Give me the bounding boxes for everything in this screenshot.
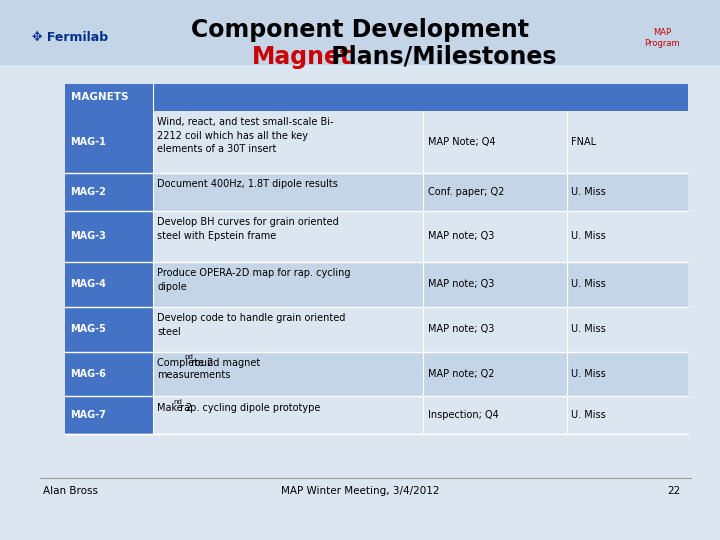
Text: Complete 2: Complete 2: [157, 358, 214, 368]
Text: U. Miss: U. Miss: [571, 369, 606, 379]
Bar: [153, 211, 688, 262]
Bar: [65, 262, 153, 307]
Text: U. Miss: U. Miss: [571, 279, 606, 289]
Text: MAG-4: MAG-4: [70, 279, 106, 289]
Text: MAP
Program: MAP Program: [644, 28, 680, 48]
Text: Develop code to handle grain oriented
steel: Develop code to handle grain oriented st…: [157, 313, 346, 337]
Text: Make 2: Make 2: [157, 403, 192, 413]
Bar: [153, 173, 688, 211]
Text: measurements: measurements: [157, 370, 230, 380]
Bar: [65, 111, 153, 173]
Bar: [153, 307, 688, 352]
Text: Component Development: Component Development: [191, 18, 529, 42]
Text: MAG-1: MAG-1: [70, 137, 106, 147]
Text: MAP Winter Meeting, 3/4/2012: MAP Winter Meeting, 3/4/2012: [281, 487, 439, 496]
Text: Wind, react, and test small-scale Bi-
2212 coil which has all the key
elements o: Wind, react, and test small-scale Bi- 22…: [157, 117, 333, 154]
Bar: [65, 211, 153, 262]
Text: rap. cycling dipole prototype: rap. cycling dipole prototype: [177, 403, 321, 413]
Text: MAP Note; Q4: MAP Note; Q4: [428, 137, 495, 147]
Text: Magnet: Magnet: [252, 45, 352, 69]
Text: U. Miss: U. Miss: [571, 187, 606, 197]
Text: U. Miss: U. Miss: [571, 231, 606, 241]
Text: Document 400Hz, 1.8T dipole results: Document 400Hz, 1.8T dipole results: [157, 179, 338, 190]
Text: nd: nd: [174, 399, 182, 404]
Text: Plans/Milestones: Plans/Milestones: [323, 45, 556, 69]
Bar: [65, 396, 153, 434]
Text: MAP note; Q3: MAP note; Q3: [428, 324, 494, 334]
Text: round magnet: round magnet: [188, 358, 261, 368]
Text: Produce OPERA-2D map for rap. cycling
dipole: Produce OPERA-2D map for rap. cycling di…: [157, 268, 351, 292]
Text: MAG-3: MAG-3: [70, 231, 106, 241]
Text: Develop BH curves for grain oriented
steel with Epstein frame: Develop BH curves for grain oriented ste…: [157, 217, 339, 241]
Text: MAP note; Q3: MAP note; Q3: [428, 231, 494, 241]
Text: ✥ Fermilab: ✥ Fermilab: [32, 31, 109, 44]
Text: MAG-6: MAG-6: [70, 369, 106, 379]
Text: 22: 22: [667, 487, 680, 496]
Bar: [65, 352, 153, 396]
Text: Conf. paper; Q2: Conf. paper; Q2: [428, 187, 504, 197]
Text: MAP note; Q2: MAP note; Q2: [428, 369, 495, 379]
Bar: [153, 396, 688, 434]
Text: MAG-2: MAG-2: [70, 187, 106, 197]
Bar: [0, 0, 720, 65]
Bar: [65, 173, 153, 211]
Bar: [65, 84, 688, 111]
Text: MAGNETS: MAGNETS: [71, 92, 128, 102]
Bar: [153, 262, 688, 307]
Text: nd: nd: [184, 354, 193, 360]
Text: Alan Bross: Alan Bross: [43, 487, 98, 496]
Text: U. Miss: U. Miss: [571, 324, 606, 334]
Text: MAG-7: MAG-7: [70, 410, 106, 420]
Text: U. Miss: U. Miss: [571, 410, 606, 420]
Bar: [153, 352, 688, 396]
Text: MAG-5: MAG-5: [70, 324, 106, 334]
Bar: [153, 111, 688, 173]
Bar: [65, 307, 153, 352]
Text: FNAL: FNAL: [571, 137, 596, 147]
Text: MAP note; Q3: MAP note; Q3: [428, 279, 494, 289]
Text: Inspection; Q4: Inspection; Q4: [428, 410, 498, 420]
